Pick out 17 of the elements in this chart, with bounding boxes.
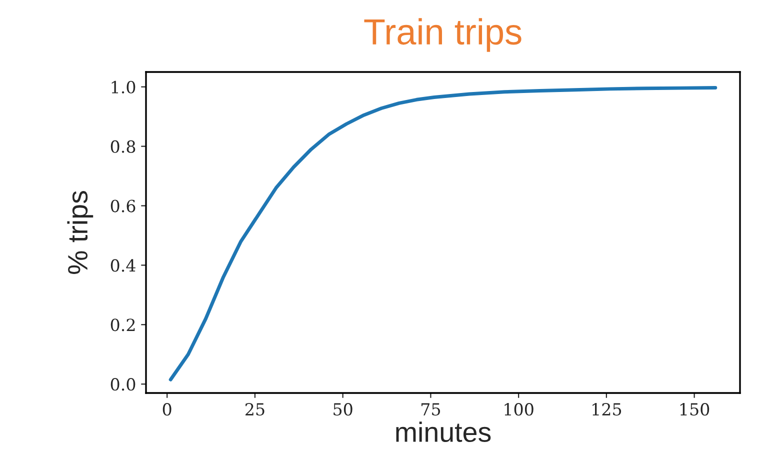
- x-axis-title: minutes: [396, 422, 491, 442]
- y-tick-label: 0.4: [110, 259, 136, 272]
- y-tick-label: 0.6: [110, 200, 136, 212]
- line-series: [168, 86, 718, 382]
- x-tick-label: 0: [162, 403, 172, 416]
- x-tick-label: 75: [421, 403, 440, 416]
- y-tick-label: 0.2: [110, 318, 135, 332]
- x-tick-label: 25: [245, 403, 264, 416]
- y-axis-title: % trips: [67, 191, 94, 274]
- x-tick-label: 50: [334, 403, 352, 416]
- y-tick-label: 0.8: [110, 140, 136, 153]
- chart-title: Train trips: [364, 18, 522, 52]
- x-tick-label: 150: [680, 403, 710, 416]
- x-tick-label: 100: [504, 403, 534, 416]
- y-tick-label: 1.0: [112, 80, 136, 94]
- x-tick-label: 125: [592, 403, 622, 416]
- y-tick-label: 0.0: [110, 378, 136, 391]
